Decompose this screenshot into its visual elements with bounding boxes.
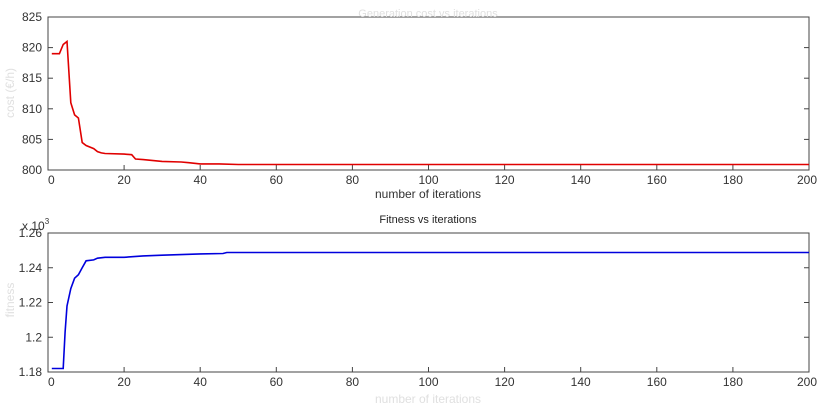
fitness-x-tick-label: 180 (723, 375, 743, 389)
fitness-x-tick-label: 20 (117, 375, 131, 389)
fitness-y-multiplier-base: x 10 (22, 219, 45, 233)
cost-y-tick-label: 825 (22, 10, 42, 24)
cost-y-tick-label: 815 (22, 71, 42, 85)
cost-plot-area (47, 16, 810, 171)
fitness-y-axis-label: fitness (3, 283, 17, 318)
cost-x-axis-label: number of iterations (375, 187, 481, 201)
cost-x-tick-label: 20 (117, 173, 131, 187)
cost-x-tick-label: 40 (194, 173, 208, 187)
fitness-x-tick-label: 160 (647, 375, 667, 389)
cost-x-tick-label: 80 (346, 173, 360, 187)
cost-x-ticks: 0 20 40 60 80 100 120 140 160 180 200 (47, 165, 817, 187)
fitness-chart-title: Fitness vs iterations (379, 214, 477, 226)
cost-x-tick-label: 140 (571, 173, 591, 187)
fitness-x-tick-label: 200 (797, 375, 817, 389)
fitness-y-tick-label: 1.18 (19, 365, 43, 379)
fitness-x-tick-label: 40 (194, 375, 208, 389)
cost-series-line (51, 39, 809, 166)
fitness-x-ticks: 0 20 40 60 80 100 120 140 160 180 200 (47, 367, 817, 389)
cost-y-tick-label: 820 (22, 41, 42, 55)
fitness-x-tick-label: 80 (346, 375, 360, 389)
fitness-plot-area (47, 232, 810, 373)
fitness-x-tick-label: 0 (48, 375, 55, 389)
fitness-y-ticks: 1.18 1.2 1.22 1.24 1.26 (19, 226, 809, 379)
fitness-x-tick-label: 100 (418, 375, 438, 389)
fitness-series-line (51, 251, 809, 370)
fitness-y-tick-label: 1.2 (25, 330, 42, 344)
cost-y-tick-label: 810 (22, 102, 42, 116)
cost-x-tick-label: 200 (797, 173, 817, 187)
cost-x-tick-label: 60 (270, 173, 284, 187)
cost-y-ticks: 800 805 810 815 820 825 (22, 10, 809, 177)
cost-x-tick-label: 180 (723, 173, 743, 187)
fitness-chart: Fitness vs iterations number of iteratio… (3, 214, 817, 404)
fitness-x-tick-label: 120 (495, 375, 515, 389)
fitness-y-multiplier-exponent: 3 (45, 217, 50, 226)
cost-y-axis-label: cost (€/h) (3, 68, 17, 118)
cost-x-tick-label: 120 (495, 173, 515, 187)
cost-chart: Generation cost vs iterations number of … (3, 8, 817, 201)
fitness-y-tick-label: 1.22 (19, 296, 43, 310)
fitness-y-tick-label: 1.24 (19, 261, 43, 275)
fitness-x-tick-label: 60 (270, 375, 284, 389)
cost-x-tick-label: 160 (647, 173, 667, 187)
fitness-x-axis-label: number of iterations (375, 392, 481, 404)
cost-chart-title: Generation cost vs iterations (358, 8, 498, 20)
fitness-x-tick-label: 140 (571, 375, 591, 389)
fitness-y-multiplier: x 103 (22, 217, 50, 233)
cost-x-tick-label: 0 (48, 173, 55, 187)
fitness-y-tick-label: 1.26 (19, 226, 43, 240)
cost-y-tick-label: 800 (22, 163, 42, 177)
cost-x-tick-label: 100 (418, 173, 438, 187)
cost-y-tick-label: 805 (22, 132, 42, 146)
